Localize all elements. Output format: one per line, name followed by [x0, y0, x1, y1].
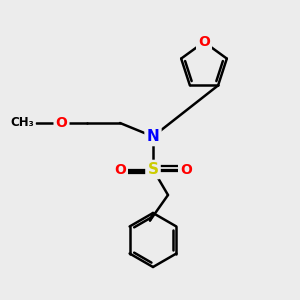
Text: S: S — [148, 162, 158, 177]
Text: CH₃: CH₃ — [11, 116, 34, 130]
Text: O: O — [198, 35, 210, 49]
Text: O: O — [114, 163, 126, 176]
Text: N: N — [147, 129, 159, 144]
Text: O: O — [56, 116, 68, 130]
Text: O: O — [180, 163, 192, 176]
